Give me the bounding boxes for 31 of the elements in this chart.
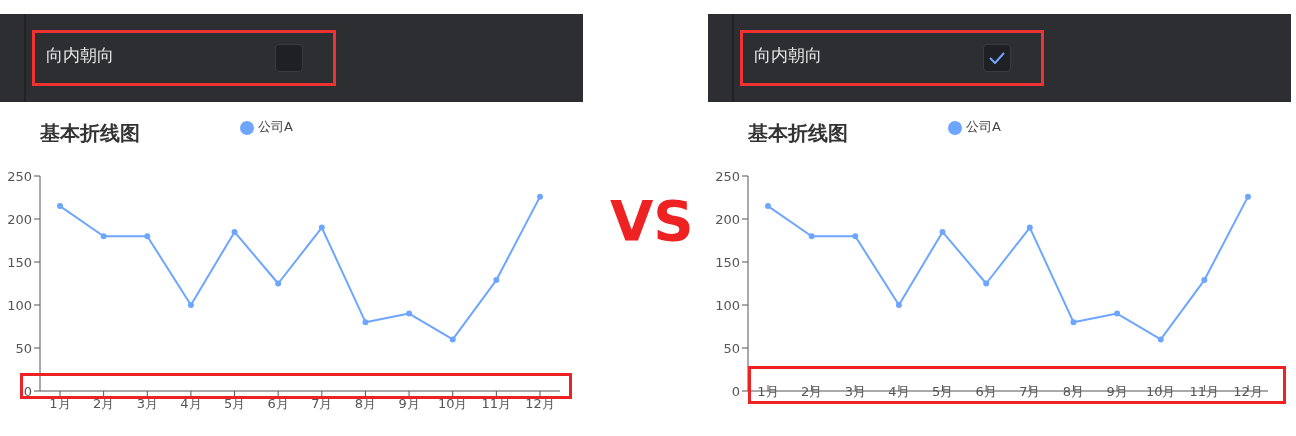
y-tick-label: 50 bbox=[15, 340, 32, 356]
chart-title: 基本折线图 bbox=[748, 120, 848, 147]
y-tick-label: 100 bbox=[7, 297, 32, 313]
x-tick-label: 10月 bbox=[1145, 384, 1176, 400]
x-tick-label: 1月 bbox=[757, 384, 779, 400]
x-tick-label: 5月 bbox=[931, 384, 954, 400]
y-tick-label: 50 bbox=[723, 340, 740, 356]
text: 向内朝向 bbox=[754, 44, 822, 67]
y-tick-label: 150 bbox=[7, 254, 32, 270]
x-tick-label: 3月 bbox=[844, 384, 866, 400]
legend-label: 公司A bbox=[966, 119, 1001, 134]
x-tick-label: 11月 bbox=[1189, 384, 1220, 400]
y-tick-label: 150 bbox=[715, 254, 740, 270]
x-tick-label: 4月 bbox=[888, 384, 910, 400]
y-tick-label: 200 bbox=[715, 211, 740, 227]
x-tick-label: 12月 bbox=[1233, 384, 1263, 400]
legend-label: 公司A bbox=[258, 119, 293, 134]
y-tick-label: 250 bbox=[7, 168, 32, 184]
text: 向内朝向 bbox=[46, 44, 114, 67]
y-tick-label: 250 bbox=[715, 168, 740, 184]
text: VS bbox=[610, 188, 694, 253]
x-tick-label: 8月 bbox=[1062, 384, 1085, 400]
x-tick-label: 2月 bbox=[801, 384, 823, 400]
x-tick-label: 7月 bbox=[1019, 384, 1041, 400]
y-tick-label: 0 bbox=[731, 383, 740, 399]
x-tick-label: 9月 bbox=[1106, 384, 1128, 400]
y-tick-label: 200 bbox=[7, 211, 32, 227]
chart-title: 基本折线图 bbox=[40, 120, 140, 147]
y-tick-label: 0 bbox=[23, 383, 32, 399]
x-tick-label: 6月 bbox=[975, 384, 997, 400]
y-tick-label: 100 bbox=[715, 297, 740, 313]
